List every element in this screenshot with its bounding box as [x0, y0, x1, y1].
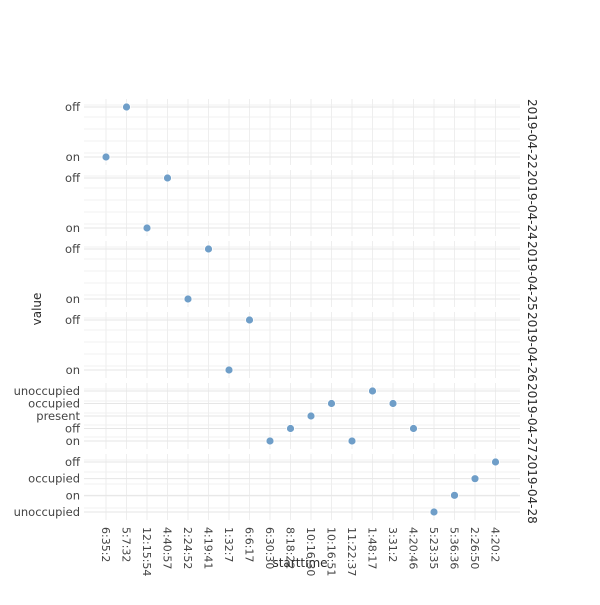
x-axis-title: starttime	[272, 556, 327, 570]
data-point	[470, 474, 480, 484]
data-point	[450, 490, 459, 500]
facet-panel-bg	[84, 454, 520, 520]
y-tick-label: on	[66, 434, 80, 448]
facet-label: 2019-04-22	[525, 99, 539, 169]
x-tick-label: 4:20:46	[407, 527, 420, 569]
y-tick-label: on	[66, 363, 80, 377]
data-point	[204, 244, 213, 254]
data-point	[163, 173, 172, 183]
x-tick-label: 3:31:2	[386, 527, 399, 562]
facet-panel-bg	[84, 99, 520, 165]
data-point	[347, 436, 357, 446]
data-point	[429, 507, 439, 517]
data-point	[265, 436, 275, 446]
data-point	[142, 223, 152, 233]
y-tick-label: present	[36, 409, 80, 423]
x-tick-label: 6:6:17	[243, 527, 256, 562]
x-tick-label: 4:19:41	[202, 527, 215, 569]
y-tick-label: on	[66, 221, 80, 235]
y-tick-label: unoccupied	[14, 505, 80, 519]
x-tick-label: 5:36:36	[448, 527, 461, 569]
data-point	[286, 424, 295, 433]
y-tick-label: on	[66, 292, 80, 306]
data-point	[368, 386, 377, 396]
data-point	[306, 411, 316, 421]
x-tick-label: 8:18:22	[284, 527, 297, 569]
data-point	[101, 152, 111, 162]
facet-label: 2019-04-26	[525, 312, 539, 382]
x-tick-label: 1:48:17	[366, 527, 379, 569]
x-tick-label: 6:30:30	[263, 527, 276, 569]
y-tick-label: on	[66, 488, 80, 502]
y-tick-label: occupied	[28, 397, 80, 411]
y-axis-title: value	[30, 293, 44, 326]
y-tick-label: off	[65, 313, 81, 327]
data-point	[409, 424, 418, 433]
y-tick-label: unoccupied	[14, 384, 80, 398]
y-tick-label: occupied	[28, 472, 80, 486]
y-tick-label: off	[65, 171, 81, 185]
facet-label: 2019-04-28	[525, 454, 539, 524]
data-point	[388, 399, 398, 408]
x-tick-label: 4:40:57	[161, 527, 174, 569]
y-tick-label: off	[65, 242, 81, 256]
x-tick-label: 4:20:2	[489, 527, 502, 562]
data-point	[224, 365, 234, 375]
data-point	[491, 457, 500, 467]
facet-panel-bg	[84, 241, 520, 307]
x-tick-label: 1:32:7	[222, 527, 235, 562]
facet-panel-bg	[84, 312, 520, 378]
facet-panel-bg	[84, 170, 520, 236]
y-tick-label: off	[65, 422, 81, 436]
x-tick-label: 10:16:30	[304, 527, 317, 576]
y-tick-label: off	[65, 100, 81, 114]
x-tick-label: 5:7:32	[120, 527, 133, 562]
facet-label: 2019-04-25	[525, 241, 539, 311]
x-tick-label: 11:22:37	[345, 527, 358, 576]
data-point	[327, 399, 336, 408]
facet-label: 2019-04-24	[525, 170, 539, 240]
y-tick-label: off	[65, 455, 81, 469]
x-tick-label: 5:23:35	[427, 527, 440, 569]
x-tick-label: 12:15:54	[140, 527, 153, 576]
x-tick-label: 2:26:50	[468, 527, 481, 569]
data-point	[122, 102, 131, 112]
x-tick-label: 6:35:2	[99, 527, 112, 562]
x-tick-label: 10:16:51	[325, 527, 338, 576]
facet-label: 2019-04-27	[525, 383, 539, 453]
data-point	[245, 315, 254, 325]
y-tick-label: on	[66, 150, 80, 164]
x-tick-label: 2:24:52	[181, 527, 194, 569]
data-point	[183, 294, 193, 304]
